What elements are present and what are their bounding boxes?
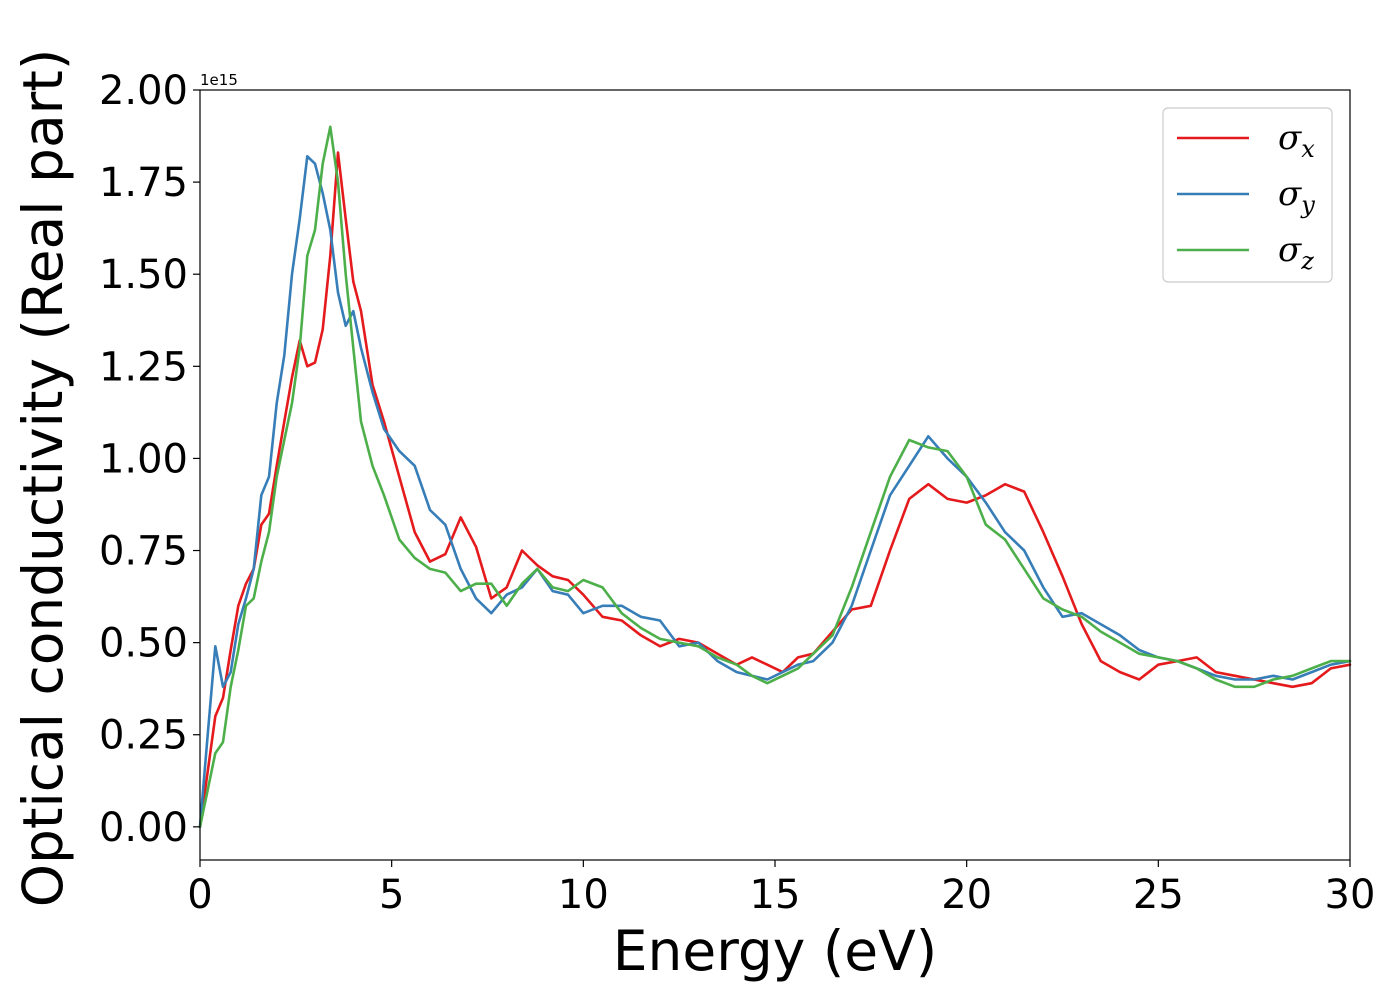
- y-tick-label: 0.25: [99, 713, 188, 759]
- y-tick-label: 1.75: [99, 160, 188, 206]
- x-tick-label: 15: [750, 872, 801, 918]
- legend-label-x: σx: [1278, 118, 1315, 163]
- y-tick-label: 0.75: [99, 529, 188, 575]
- series-line-x: [198, 151, 1352, 829]
- y-tick-label: 1.00: [99, 436, 188, 482]
- y-tick-label: 0.50: [99, 621, 188, 667]
- y-tick-label: 1.50: [99, 252, 188, 298]
- y-axis: 0.00 0.25 0.50 0.75 1.00 1.25 1.50 1.75 2.00: [99, 68, 200, 851]
- series-layer: [198, 125, 1352, 829]
- x-tick-label: 20: [941, 872, 992, 918]
- y-tick-label: 2.00: [99, 68, 188, 114]
- x-tick-label: 0: [187, 872, 212, 918]
- x-axis: 0 5 10 15 20 25 30: [187, 860, 1375, 918]
- x-tick-label: 30: [1325, 872, 1376, 918]
- x-tick-label: 5: [379, 872, 404, 918]
- y-tick-label: 0.00: [99, 805, 188, 851]
- x-tick-label: 10: [558, 872, 609, 918]
- series-line-y: [198, 155, 1352, 829]
- series-line-z: [198, 125, 1352, 829]
- y-tick-label: 1.25: [99, 344, 188, 390]
- x-tick-label: 25: [1133, 872, 1184, 918]
- legend-label-y: σy: [1278, 174, 1315, 219]
- legend-label-z: σz: [1278, 230, 1314, 275]
- y-offset-label: 1e15: [200, 71, 238, 89]
- x-axis-label: Energy (eV): [613, 919, 937, 983]
- y-axis-label: Optical conductivity (Real part): [11, 49, 75, 908]
- legend: σx σy σz: [1162, 107, 1333, 283]
